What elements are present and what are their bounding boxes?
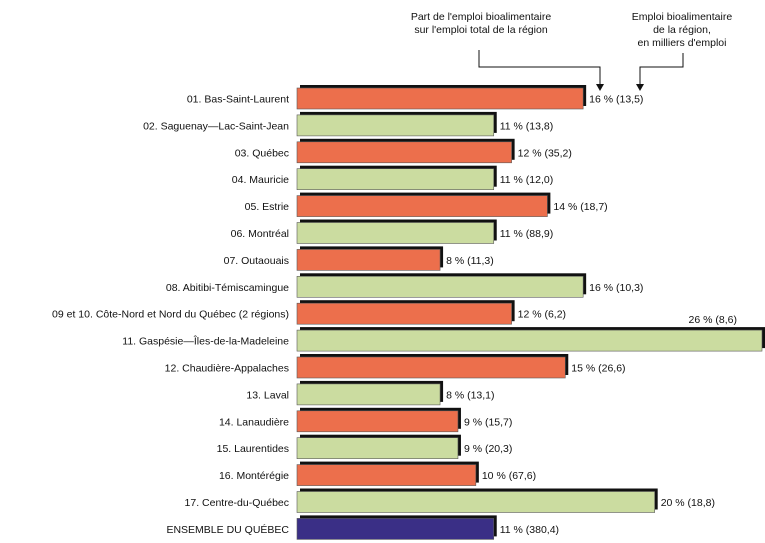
category-label: 16. Montérégie xyxy=(219,470,289,482)
bar xyxy=(296,302,512,325)
category-label: 11. Gaspésie—Îles-de-la-Madeleine xyxy=(122,335,289,348)
value-label: 9 % (20,3) xyxy=(464,443,512,455)
bar xyxy=(296,491,655,513)
category-label: 01. Bas-Saint-Laurent xyxy=(187,94,289,106)
value-label: 10 % (67,6) xyxy=(482,470,536,482)
bar xyxy=(296,410,459,433)
category-label: 13. Laval xyxy=(246,389,289,401)
bars-group: 01. Bas-Saint-Laurent 16 % (13,5) 02. Sagu… xyxy=(52,85,765,540)
category-label: 14. Lanaudière xyxy=(219,416,289,428)
value-label: 26 % (8,6) xyxy=(689,314,737,326)
annotation-employment-arrow-line xyxy=(639,53,684,88)
bar xyxy=(296,87,584,110)
value-label: 16 % (10,3) xyxy=(589,282,643,294)
bar xyxy=(296,518,495,540)
annotation-employment-label: Emploi bioalimentaire de la région, en mil… xyxy=(632,11,733,49)
bar xyxy=(296,383,441,406)
value-label: 16 % (13,5) xyxy=(589,94,643,106)
bar xyxy=(296,141,512,164)
category-label: 06. Montréal xyxy=(231,228,289,240)
value-label: 8 % (11,3) xyxy=(446,255,494,267)
category-label: 12. Chaudière-Appalaches xyxy=(165,363,289,375)
category-label: 15. Laurentides xyxy=(217,443,289,455)
annotation-share-label: Part de l'emploi bioalimentaire sur l'emp… xyxy=(411,11,551,36)
bar xyxy=(296,195,548,217)
category-label: 05. Estrie xyxy=(245,201,290,213)
bar xyxy=(296,329,763,352)
annotation-share-arrowhead xyxy=(596,84,604,91)
value-label: 20 % (18,8) xyxy=(661,497,715,509)
category-label: 04. Mauricie xyxy=(232,174,289,186)
bar xyxy=(296,464,477,486)
bar xyxy=(296,275,584,298)
category-label: 07. Outaouais xyxy=(224,255,289,267)
bar xyxy=(296,356,566,379)
category-label: 09 et 10. Côte-Nord et Nord du Québec (2… xyxy=(52,309,289,321)
category-label: 03. Québec xyxy=(235,147,289,159)
bar xyxy=(296,222,495,244)
value-label: 14 % (18,7) xyxy=(553,201,607,213)
value-label: 8 % (13,1) xyxy=(446,389,494,401)
value-label: 11 % (380,4) xyxy=(500,524,559,536)
value-label: 12 % (6,2) xyxy=(518,309,566,321)
category-label: 17. Centre-du-Québec xyxy=(185,497,289,509)
annotation-share-arrow-line xyxy=(478,50,601,88)
value-label: 15 % (26,6) xyxy=(571,363,625,375)
category-label: 08. Abitibi-Témiscamingue xyxy=(166,282,289,294)
value-label: 9 % (15,7) xyxy=(464,416,512,428)
annotation-employment-arrowhead xyxy=(636,84,644,91)
value-label: 11 % (13,8) xyxy=(500,120,554,132)
bar xyxy=(296,168,495,190)
value-label: 11 % (88,9) xyxy=(500,228,554,240)
category-label: 02. Saguenay—Lac-Saint-Jean xyxy=(143,120,289,132)
bar xyxy=(296,437,459,460)
value-label: 11 % (12,0) xyxy=(500,174,554,186)
bar xyxy=(296,114,495,137)
category-label: ENSEMBLE DU QUÉBEC xyxy=(166,523,289,536)
bar xyxy=(296,249,441,271)
annotations: Part de l'emploi bioalimentaire sur l'emp… xyxy=(411,11,733,91)
value-label: 12 % (35,2) xyxy=(518,147,572,159)
